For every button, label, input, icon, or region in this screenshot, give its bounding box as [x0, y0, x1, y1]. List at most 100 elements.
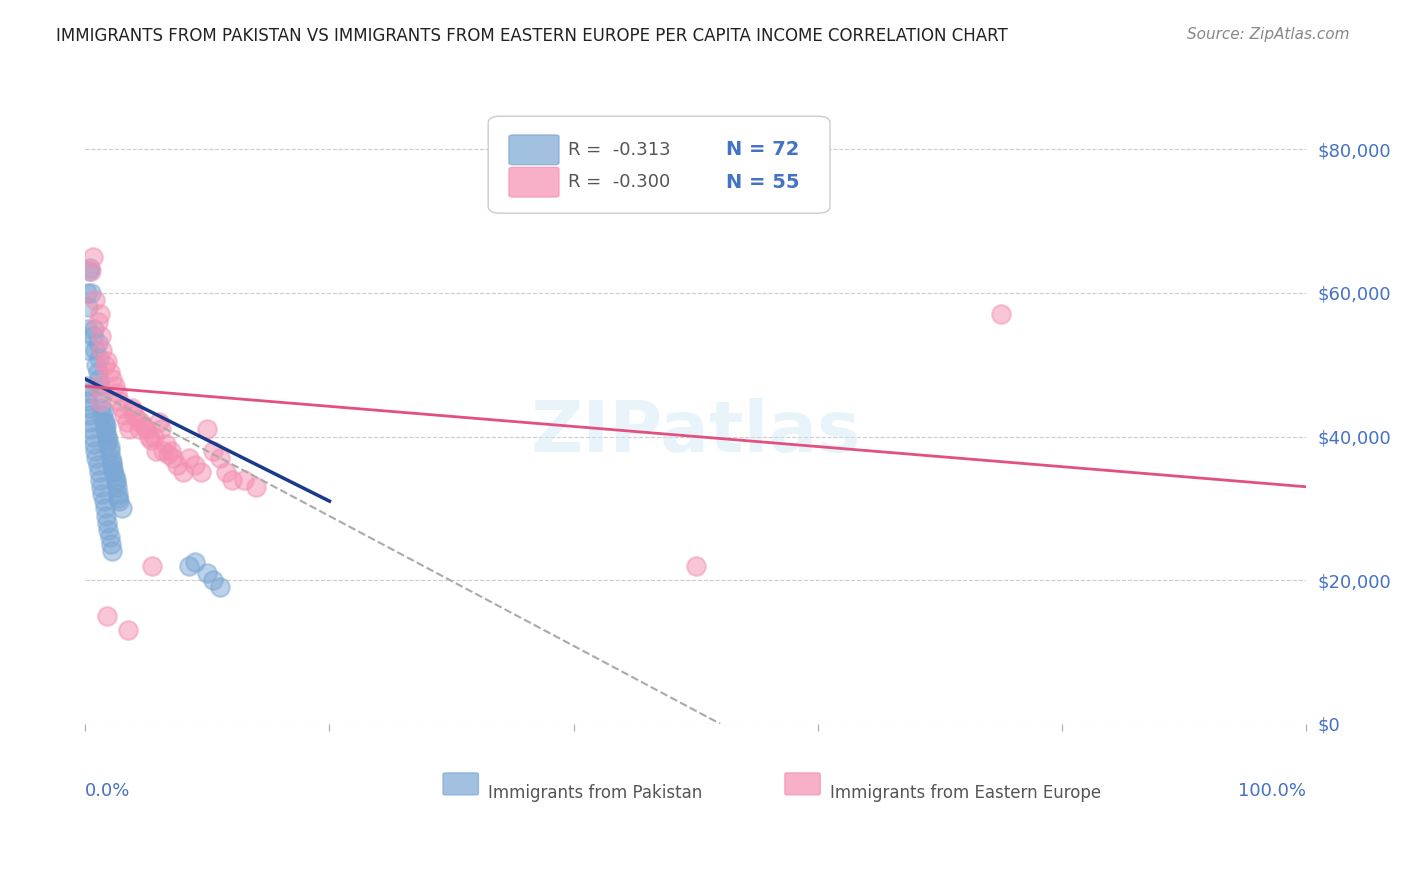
Point: [91, 343, 114, 358]
Point: [87, 372, 110, 386]
Point: [80, 285, 103, 300]
Point: [135, 422, 157, 436]
Point: [145, 443, 167, 458]
Point: [96, 436, 118, 450]
Text: IMMIGRANTS FROM PAKISTAN VS IMMIGRANTS FROM EASTERN EUROPE PER CAPITA INCOME COR: IMMIGRANTS FROM PAKISTAN VS IMMIGRANTS F…: [56, 27, 1008, 45]
Point: [90, 480, 112, 494]
Text: R =  -0.313: R = -0.313: [568, 141, 671, 159]
Point: [101, 455, 124, 469]
Point: [80, 264, 103, 278]
Point: [118, 422, 141, 436]
Point: [89, 393, 111, 408]
Point: [90, 329, 112, 343]
FancyBboxPatch shape: [509, 135, 560, 165]
Point: [125, 411, 148, 425]
Point: [84, 293, 107, 307]
Point: [91, 408, 114, 422]
Point: [202, 443, 225, 458]
Point: [166, 458, 188, 473]
Point: [90, 386, 112, 401]
Point: [990, 307, 1012, 321]
Point: [79, 260, 101, 275]
Point: [157, 447, 180, 461]
Point: [94, 425, 117, 440]
Point: [233, 473, 256, 487]
Text: Source: ZipAtlas.com: Source: ZipAtlas.com: [1187, 27, 1350, 42]
Point: [98, 440, 121, 454]
Point: [108, 393, 131, 408]
Point: [111, 501, 134, 516]
Point: [105, 480, 128, 494]
Point: [96, 354, 118, 368]
Point: [101, 544, 124, 558]
Point: [100, 451, 122, 466]
Point: [104, 469, 127, 483]
Point: [142, 429, 165, 443]
Point: [104, 379, 127, 393]
Text: N = 72: N = 72: [727, 140, 800, 160]
FancyBboxPatch shape: [488, 116, 830, 213]
Point: [98, 530, 121, 544]
Point: [215, 466, 238, 480]
Point: [159, 443, 181, 458]
Point: [141, 558, 163, 573]
Text: N = 55: N = 55: [727, 173, 800, 192]
Text: Immigrants from Eastern Europe: Immigrants from Eastern Europe: [830, 784, 1101, 802]
Point: [91, 487, 114, 501]
Point: [104, 476, 127, 491]
Point: [84, 443, 107, 458]
Point: [94, 415, 117, 429]
Point: [150, 422, 173, 436]
Point: [96, 516, 118, 530]
Point: [83, 322, 105, 336]
Point: [76, 386, 98, 401]
Point: [86, 379, 108, 393]
Point: [82, 250, 104, 264]
Point: [94, 422, 117, 436]
Point: [86, 315, 108, 329]
Point: [87, 466, 110, 480]
Point: [87, 351, 110, 365]
Point: [100, 537, 122, 551]
Point: [131, 415, 153, 429]
Point: [103, 466, 125, 480]
Point: [96, 429, 118, 443]
Point: [76, 322, 98, 336]
Point: [162, 451, 184, 466]
Point: [155, 436, 177, 450]
Point: [76, 393, 98, 408]
Point: [84, 343, 107, 358]
Point: [115, 415, 138, 429]
Point: [184, 458, 207, 473]
Point: [89, 379, 111, 393]
Point: [86, 336, 108, 351]
Point: [98, 443, 121, 458]
Point: [148, 415, 170, 429]
Point: [84, 451, 107, 466]
Point: [132, 418, 155, 433]
Text: 0.0%: 0.0%: [86, 782, 131, 800]
Point: [685, 558, 707, 573]
Point: [94, 418, 117, 433]
Point: [83, 436, 105, 450]
Point: [112, 408, 135, 422]
Point: [202, 573, 225, 587]
Point: [82, 429, 104, 443]
Point: [117, 624, 139, 638]
Point: [94, 508, 117, 523]
Point: [93, 404, 115, 418]
Point: [141, 433, 163, 447]
Point: [84, 358, 107, 372]
Point: [77, 401, 100, 415]
Point: [94, 501, 117, 516]
FancyBboxPatch shape: [443, 772, 478, 795]
Text: R =  -0.300: R = -0.300: [568, 173, 669, 191]
Text: ZIPatlas: ZIPatlas: [530, 399, 860, 467]
Point: [82, 329, 104, 343]
Point: [138, 429, 160, 443]
Point: [122, 408, 145, 422]
Point: [97, 523, 120, 537]
Point: [76, 343, 98, 358]
Point: [76, 285, 98, 300]
Point: [245, 480, 267, 494]
